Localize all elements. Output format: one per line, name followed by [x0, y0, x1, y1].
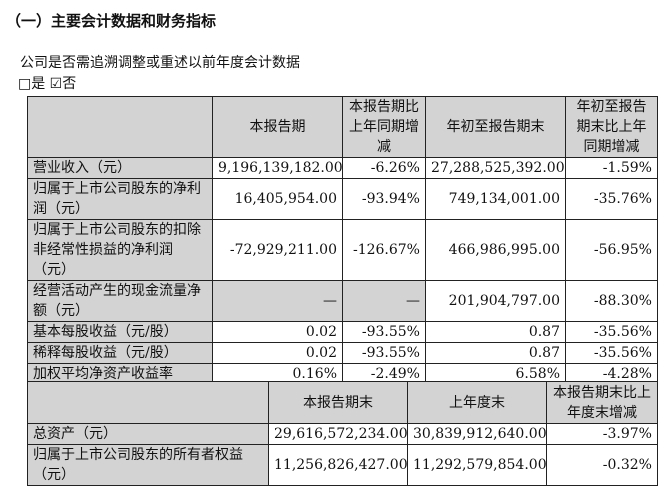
header-cell: 本报告期比上年同期增减 [342, 96, 426, 158]
table-row: 归属于上市公司股东的扣除非经常性损益的净利润（元） -72,929,211.00… [27, 219, 658, 281]
cell: 0.02 [212, 321, 343, 343]
restatement-options[interactable]: □是 ☑否 [18, 76, 77, 92]
header-cell: 本报告期末 [268, 381, 408, 424]
restatement-question: 公司是否需追溯调整或重述以前年度会计数据 [20, 55, 300, 71]
cell: 749,134,001.00 [425, 178, 566, 220]
row-label: 归属于上市公司股东的所有者权益（元） [27, 444, 269, 486]
cell: 11,292,579,854.00 [407, 444, 547, 486]
row-label: 营业收入（元） [27, 157, 213, 179]
cell: 11,256,826,427.00 [268, 444, 408, 486]
row-label: 归属于上市公司股东的净利润（元） [27, 178, 213, 220]
header-cell: 本报告期末比上年度末增减 [546, 381, 658, 424]
cell: -1.59% [565, 157, 658, 179]
table-row: 基本每股收益（元/股） 0.02 -93.55% 0.87 -35.56% [27, 321, 658, 343]
table-row: 稀释每股收益（元/股） 0.02 -93.55% 0.87 -35.56% [27, 342, 658, 364]
cell: -93.94% [342, 178, 426, 220]
header-cell: 年初至报告期末 [425, 96, 566, 158]
cell: -88.30% [565, 280, 658, 322]
cell: 9,196,139,182.00 [212, 157, 343, 179]
row-label: 经营活动产生的现金流量净额（元） [27, 280, 213, 322]
cell: -3.97% [546, 423, 658, 445]
header-cell [27, 381, 269, 424]
balance-table: 本报告期末 上年度末 本报告期末比上年度末增减 总资产（元） 29,616,57… [27, 381, 658, 486]
cell: -93.55% [342, 342, 426, 364]
table-row: 营业收入（元） 9,196,139,182.00 -6.26% 27,288,5… [27, 157, 658, 179]
cell: 0.16% [212, 363, 343, 385]
cell: 0.87 [425, 321, 566, 343]
cell: 201,904,797.00 [425, 280, 566, 322]
cell: -6.26% [342, 157, 426, 179]
row-label: 稀释每股收益（元/股） [27, 342, 213, 364]
header-cell: 上年度末 [407, 381, 547, 424]
cell: — [212, 280, 343, 322]
row-label: 总资产（元） [27, 423, 269, 445]
cell: -56.95% [565, 219, 658, 281]
table-row: 总资产（元） 29,616,572,234.00 30,839,912,640.… [27, 423, 658, 445]
cell: 0.02 [212, 342, 343, 364]
header-cell [27, 96, 213, 158]
table-header-row: 本报告期 本报告期比上年同期增减 年初至报告期末 年初至报告期末比上年同期增减 [27, 96, 658, 158]
cell: 29,616,572,234.00 [268, 423, 408, 445]
section-title: （一）主要会计数据和财务指标 [6, 12, 217, 30]
table-row: 归属于上市公司股东的净利润（元） 16,405,954.00 -93.94% 7… [27, 178, 658, 220]
table-row: 归属于上市公司股东的所有者权益（元） 11,256,826,427.00 11,… [27, 444, 658, 486]
cell: 16,405,954.00 [212, 178, 343, 220]
row-label: 基本每股收益（元/股） [27, 321, 213, 343]
row-label: 加权平均净资产收益率 [27, 363, 213, 385]
cell: — [342, 280, 426, 322]
financial-indicators-table: 本报告期 本报告期比上年同期增减 年初至报告期末 年初至报告期末比上年同期增减 … [27, 96, 658, 385]
cell: 27,288,525,392.00 [425, 157, 566, 179]
table-header-row: 本报告期末 上年度末 本报告期末比上年度末增减 [27, 381, 658, 424]
cell: 466,986,995.00 [425, 219, 566, 281]
table-row: 经营活动产生的现金流量净额（元） — — 201,904,797.00 -88.… [27, 280, 658, 322]
cell: 30,839,912,640.00 [407, 423, 547, 445]
cell: -72,929,211.00 [212, 219, 343, 281]
cell: -35.76% [565, 178, 658, 220]
header-cell: 本报告期 [212, 96, 343, 158]
cell: -35.56% [565, 342, 658, 364]
table-row: 加权平均净资产收益率 0.16% -2.49% 6.58% -4.28% [27, 363, 658, 385]
header-cell: 年初至报告期末比上年同期增减 [565, 96, 658, 158]
cell: -35.56% [565, 321, 658, 343]
cell: 0.87 [425, 342, 566, 364]
cell: -2.49% [342, 363, 426, 385]
cell: -0.32% [546, 444, 658, 486]
row-label: 归属于上市公司股东的扣除非经常性损益的净利润（元） [27, 219, 213, 281]
cell: -126.67% [342, 219, 426, 281]
cell: -93.55% [342, 321, 426, 343]
